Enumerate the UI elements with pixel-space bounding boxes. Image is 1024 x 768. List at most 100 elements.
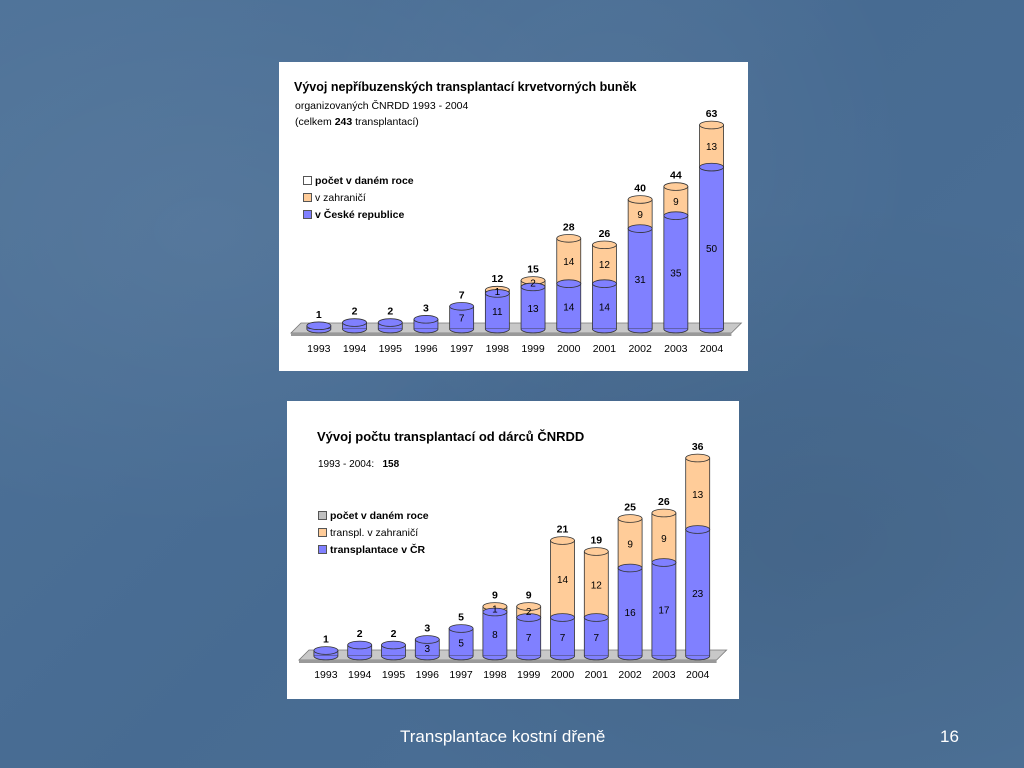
tick-label-year: 2001 — [585, 669, 609, 681]
bar-czech-cap — [377, 318, 403, 327]
bar-czech-base — [448, 655, 474, 661]
data-label-czech: 14 — [599, 302, 611, 313]
bar-czech-base — [377, 328, 403, 334]
tick-label-year: 1995 — [382, 669, 406, 681]
data-label-abroad: 13 — [706, 142, 718, 153]
legend-item-total: počet v daném roce — [318, 508, 429, 525]
bar-czech-cap — [663, 211, 689, 220]
bar-czech-cap — [342, 318, 367, 327]
data-label-total: 25 — [624, 502, 636, 514]
bar-abroad-cap — [651, 508, 677, 518]
bar-czech-base — [627, 328, 653, 334]
bar-czech-base — [592, 328, 617, 334]
bar-czech-cap — [449, 302, 475, 311]
tick-label-year: 1993 — [307, 343, 331, 355]
tick-label-year: 1997 — [449, 669, 473, 681]
bar-czech-base — [663, 328, 689, 334]
bar-czech-cap — [627, 224, 653, 233]
bar-czech-base — [484, 328, 510, 334]
bar-czech-base — [685, 655, 711, 661]
chart-donor-transplants: 1 1993 2 1994 2 1995 3 3 1996 5 5 1997 8 1 9 1998 7 2 9 199… — [287, 401, 739, 699]
bar-czech-cap — [484, 289, 510, 298]
bar-abroad-cap — [592, 240, 617, 250]
data-label-czech: 31 — [635, 275, 647, 286]
bar-czech-cap — [414, 635, 440, 644]
bar-czech — [627, 228, 653, 330]
data-label-abroad: 13 — [692, 490, 704, 501]
bar-czech-cap — [516, 613, 542, 622]
data-label-czech: 35 — [670, 268, 682, 279]
chart-2-plot: 1199321994219953319965519978191998729199… — [298, 441, 728, 681]
bar-czech-base — [413, 328, 439, 334]
bar-abroad-cap — [685, 453, 711, 463]
data-label-czech: 23 — [692, 589, 704, 600]
chart-2-legend: počet v daném roce transpl. v zahraničí … — [318, 508, 429, 559]
tick-label-year: 1994 — [343, 343, 367, 355]
bar-abroad-cap — [583, 547, 609, 556]
bar-czech-cap — [556, 279, 582, 288]
tick-label-year: 1999 — [517, 669, 541, 681]
tick-label-year: 2003 — [664, 343, 688, 355]
bar-abroad-cap — [617, 514, 643, 523]
chart-1-subtitle-total: (celkem 243 transplantací) — [295, 116, 419, 128]
bar-czech-cap — [306, 321, 332, 331]
bar-abroad-cap — [627, 195, 653, 204]
bar-abroad — [592, 244, 617, 285]
bar-czech-cap — [482, 607, 508, 617]
chart-1-plot: 1199321994219953199677199711112199813215… — [290, 108, 743, 355]
data-label-total: 2 — [352, 306, 358, 318]
bar-abroad-cap — [516, 602, 542, 611]
legend-item-czech: v České republice — [303, 207, 414, 224]
tick-label-year: 2001 — [593, 343, 617, 355]
data-label-total: 12 — [492, 273, 504, 285]
legend-swatch-white — [303, 175, 312, 185]
chart-1-subtitle: organizovaných ČNRDD 1993 - 2004 — [295, 100, 469, 112]
bar-czech-cap — [685, 525, 711, 534]
data-label-total: 2 — [391, 628, 397, 640]
chart-2-subtitle: 1993 - 2004: 158 — [318, 459, 400, 470]
legend-swatch-blue — [318, 544, 327, 554]
data-label-czech: 3 — [425, 644, 431, 655]
data-label-total: 26 — [599, 228, 611, 240]
tick-label-year: 2004 — [686, 669, 710, 681]
bar-czech-cap — [448, 624, 474, 633]
data-label-total: 28 — [563, 221, 575, 233]
bar-czech-base — [520, 328, 546, 334]
tick-label-year: 2002 — [628, 343, 652, 355]
bar-czech-base — [550, 655, 575, 661]
bar-abroad — [651, 512, 677, 563]
data-label-czech: 50 — [706, 244, 718, 255]
bar-czech-cap — [347, 640, 373, 650]
data-label-total: 3 — [423, 302, 429, 314]
bar-czech — [520, 286, 546, 330]
bar-czech-cap — [413, 315, 439, 324]
data-label-abroad: 9 — [637, 210, 643, 221]
bar-czech-base — [449, 328, 475, 334]
chart-transplants-total: 1 1993 2 1994 2 1995 3 1996 7 7 1997 11 1 12 1998 13 2 15… — [279, 62, 748, 371]
data-label-total: 26 — [658, 496, 670, 508]
tick-label-year: 1995 — [379, 343, 403, 355]
data-label-total: 2 — [357, 628, 363, 640]
tick-label-year: 1993 — [314, 669, 338, 681]
chart-2-title: Vývoj počtu transplantací od dárců ČNRDD — [317, 429, 585, 444]
chart-1-legend: počet v daném roce v zahraničí v České r… — [303, 173, 414, 224]
chart-1-title: Vývoj nepříbuzenských transplantací krve… — [294, 80, 637, 94]
bar-czech-cap — [592, 279, 617, 288]
bar-czech-cap — [617, 563, 643, 573]
tick-label-year: 1996 — [414, 343, 438, 355]
data-label-total: 1 — [323, 634, 329, 646]
data-label-total: 9 — [526, 590, 532, 602]
legend-item-total: počet v daném roce — [303, 173, 414, 190]
data-label-abroad: 2 — [530, 279, 536, 290]
data-label-czech: 7 — [526, 633, 532, 644]
tick-label-year: 1994 — [348, 669, 372, 681]
data-label-total: 2 — [387, 306, 393, 318]
data-label-abroad: 1 — [492, 604, 498, 615]
bar-abroad-cap — [699, 120, 724, 130]
bar-czech-cap — [550, 613, 575, 622]
data-label-czech: 11 — [492, 307, 503, 318]
bar-czech-cap — [651, 558, 677, 567]
bar-czech-base — [381, 655, 406, 661]
data-label-total: 3 — [424, 623, 430, 635]
tick-label-year: 2002 — [618, 669, 642, 681]
